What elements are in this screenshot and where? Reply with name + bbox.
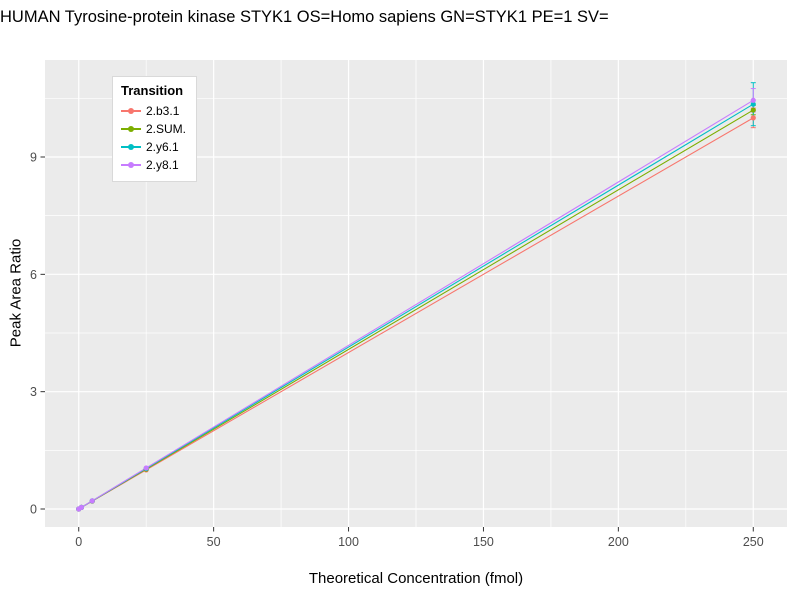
data-point: [143, 465, 149, 471]
data-point: [750, 115, 756, 121]
x-tick-label: 150: [473, 535, 494, 549]
y-tick-label: 9: [30, 150, 37, 164]
legend-items: 2.b3.1 2.SUM. 2.y6.1 2.y8.1: [121, 102, 186, 174]
legend-item: 2.y8.1: [121, 156, 186, 174]
x-tick-label: 250: [743, 535, 764, 549]
legend-item-label: 2.SUM.: [146, 122, 187, 136]
data-point: [89, 498, 95, 504]
x-tick-label: 50: [207, 535, 221, 549]
legend-item: 2.b3.1: [121, 102, 186, 120]
data-point: [750, 101, 756, 107]
data-point: [750, 97, 756, 103]
y-tick-label: 3: [30, 385, 37, 399]
legend-title: Transition: [121, 83, 184, 98]
legend-item-label: 2.b3.1: [146, 104, 180, 118]
x-tick-label: 100: [338, 535, 359, 549]
legend-item: 2.SUM.: [121, 120, 186, 138]
data-point: [750, 107, 756, 113]
legend-item-label: 2.y8.1: [146, 158, 179, 172]
x-tick-label: 200: [608, 535, 629, 549]
chart-title: HUMAN Tyrosine-protein kinase STYK1 OS=H…: [0, 8, 609, 26]
legend-key-icon: [121, 140, 141, 154]
legend-key-icon: [121, 122, 141, 136]
legend: Transition 2.b3.1 2.SUM. 2.y6.1 2.y8.1: [112, 76, 198, 182]
y-tick-label: 0: [30, 503, 37, 517]
x-axis-label: Theoretical Concentration (fmol): [308, 570, 524, 587]
data-point: [78, 504, 85, 510]
legend-item: 2.y6.1: [121, 138, 186, 156]
x-tick-label: 0: [75, 535, 82, 549]
legend-key-icon: [121, 158, 141, 172]
legend-key-icon: [121, 104, 141, 118]
y-axis-label: Peak Area Ratio: [7, 238, 25, 348]
legend-item-label: 2.y6.1: [146, 140, 179, 154]
y-tick-label: 6: [30, 268, 37, 282]
